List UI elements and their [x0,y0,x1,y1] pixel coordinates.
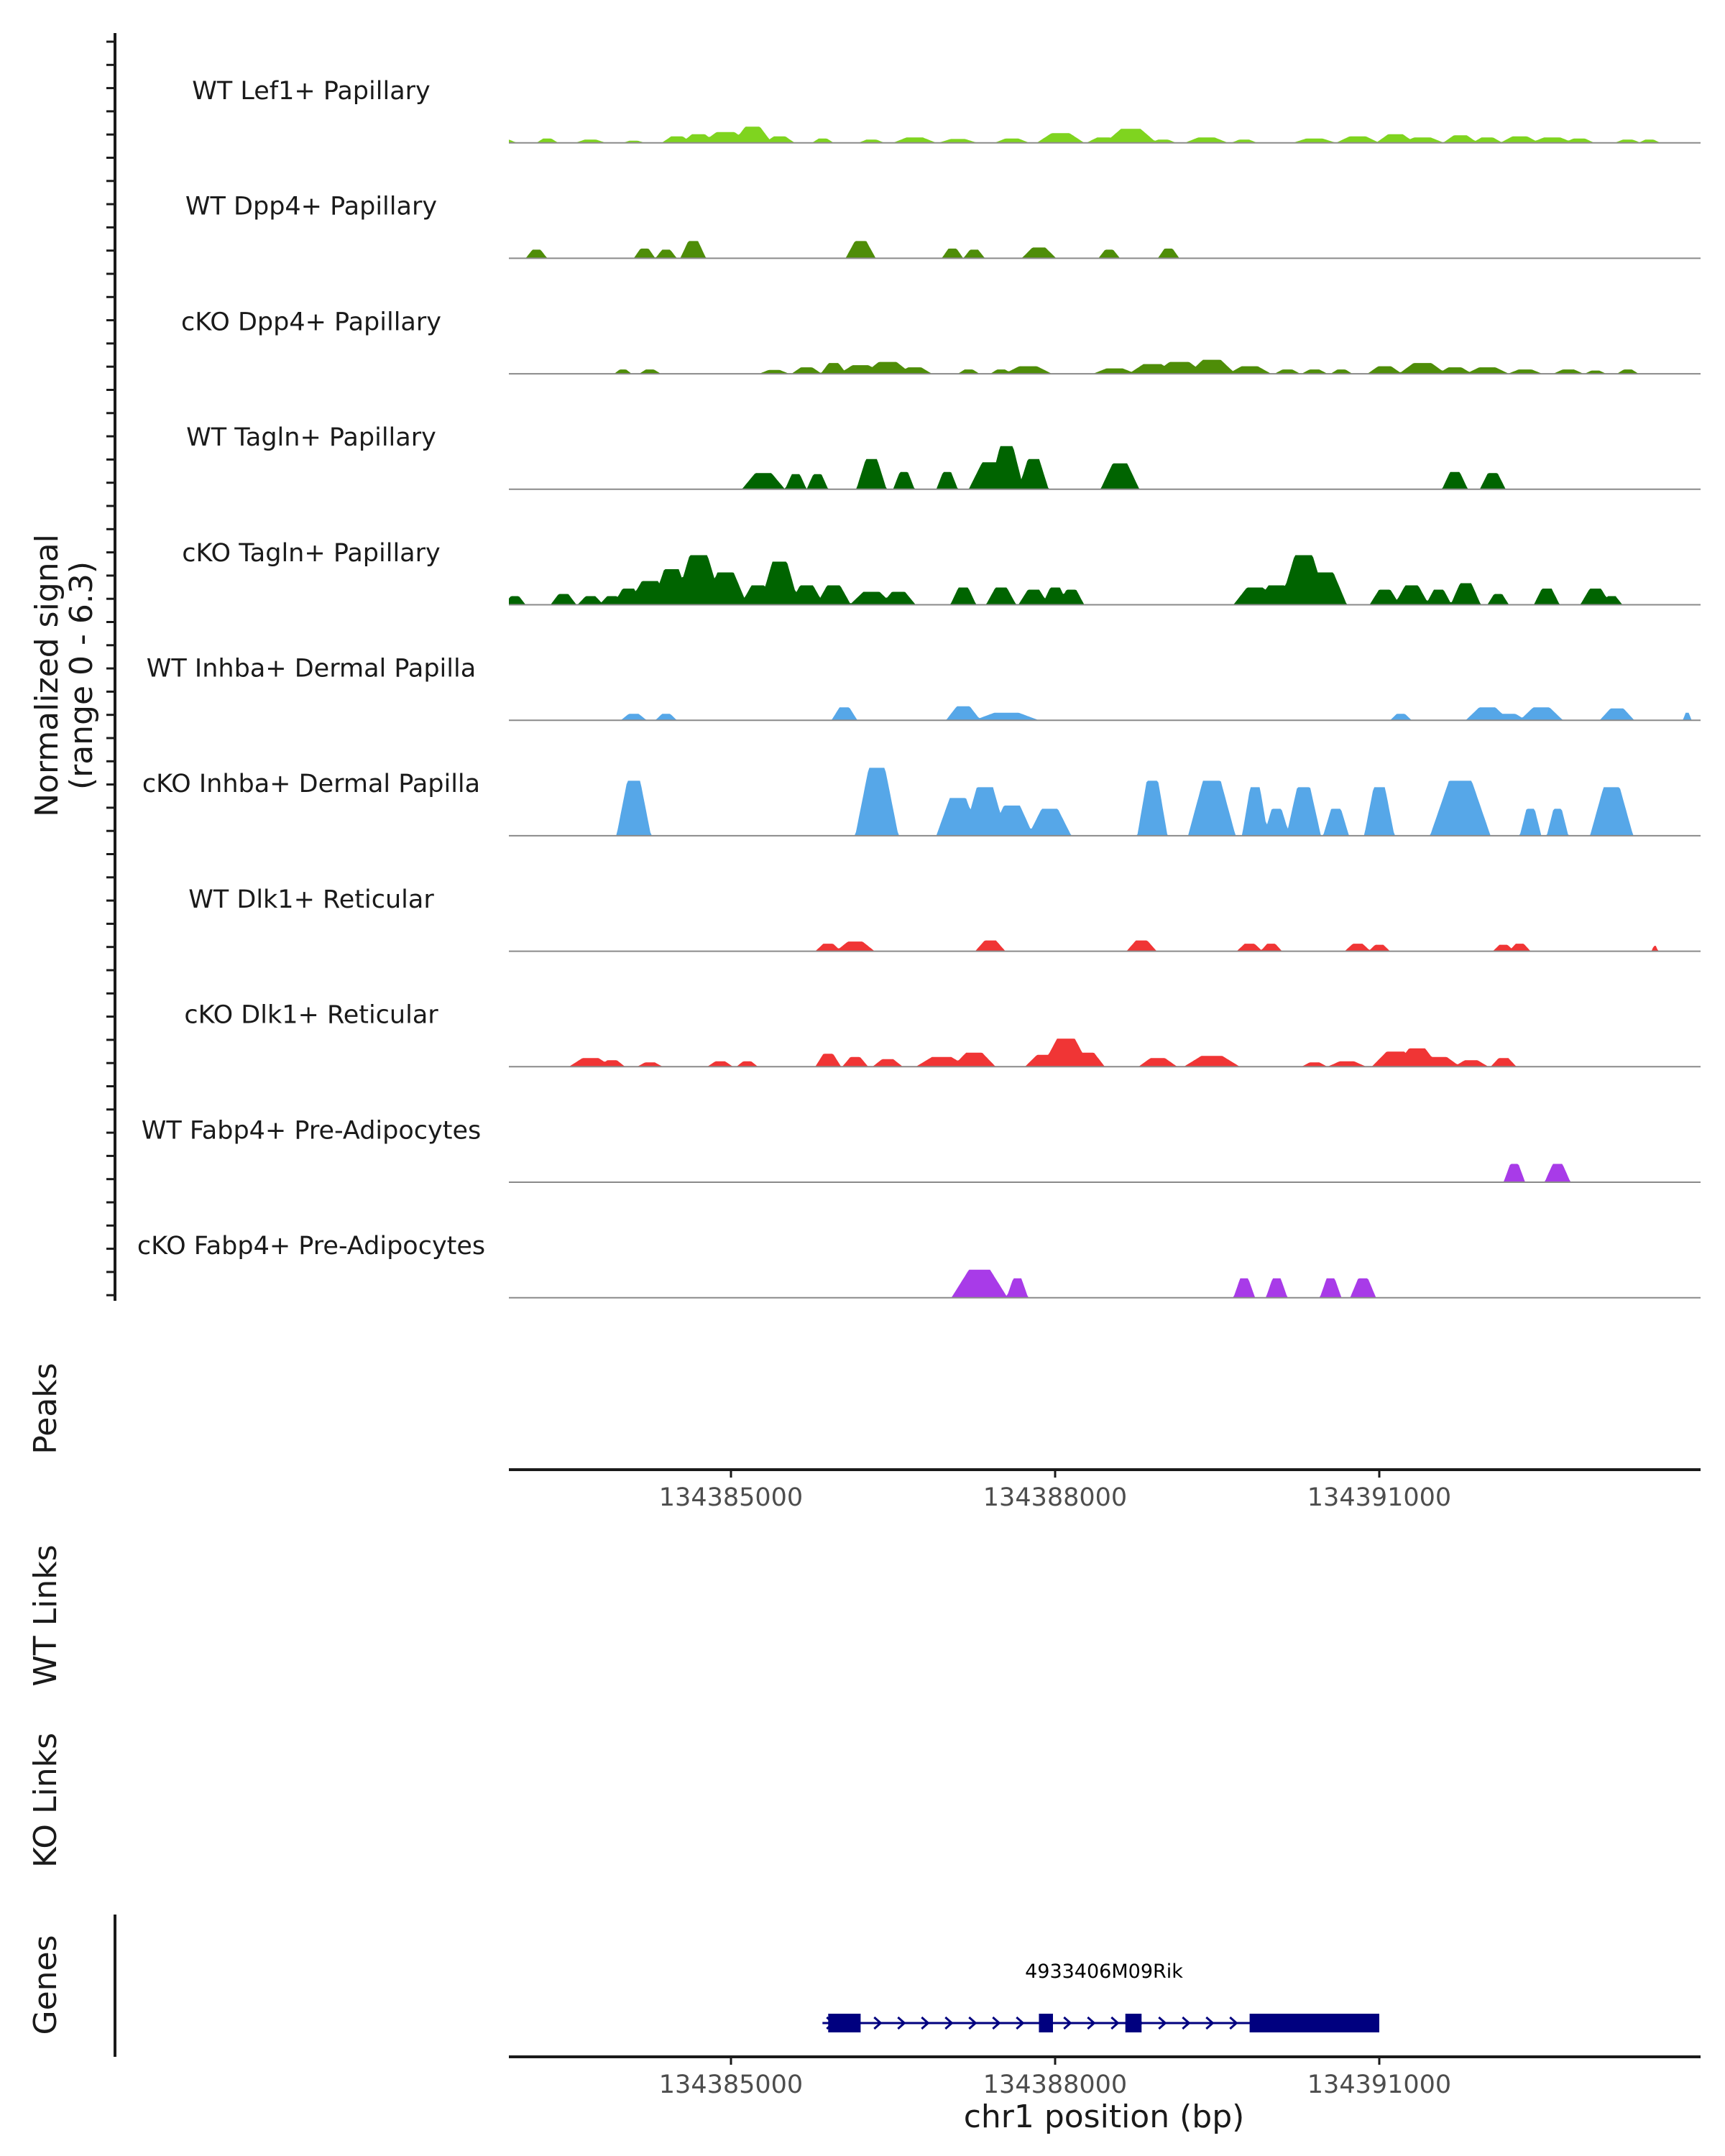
strand-arrow-8 [1016,2016,1025,2030]
genes-tick-label-0: 134385000 [659,2070,803,2099]
strand-arrow-10 [1063,2016,1072,2030]
track-2: cKO Dpp4+ Papillary [181,308,1701,375]
peaks-x-axis: 134385000 134388000 134391000 [509,1468,1701,1512]
track-signal-7 [509,940,1701,952]
track-6: cKO Inhba+ Dermal Papilla [142,768,1701,837]
track-label-8: cKO Dlk1+ Reticular [184,1001,438,1030]
track-signal-8 [509,1038,1701,1067]
genes-section-label: Genes [27,1935,64,2035]
track-7: WT Dlk1+ Reticular [188,885,1701,952]
peaks-tick-label-2: 134391000 [1307,1483,1451,1512]
gene-exon-3 [1249,2014,1379,2032]
peaks-tick-label-1: 134388000 [983,1483,1127,1512]
x-axis-title: chr1 position (bp) [964,2099,1245,2135]
strand-arrow-16 [1205,2016,1215,2030]
track-label-1: WT Dpp4+ Papillary [185,193,437,221]
track-label-7: WT Dlk1+ Reticular [188,885,434,914]
track-label-4: cKO Tagln+ Papillary [182,539,441,568]
track-10: cKO Fabp4+ Pre-Adipocytes [137,1232,1701,1299]
genes-tick-label-1: 134388000 [983,2070,1127,2099]
track-8: cKO Dlk1+ Reticular [184,1001,1701,1068]
coverage-tracks: WT Lef1+ Papillary WT Dpp4+ Papillary cKO … [137,77,1701,1299]
y-axis-title: Normalized signal [29,534,65,817]
track-signal-10 [509,1269,1701,1298]
genes-tick-label-2: 134391000 [1307,2070,1451,2099]
wt-links-section-label: WT Links [27,1544,64,1686]
track-0: WT Lef1+ Papillary [192,77,1701,144]
strand-arrow-14 [1158,2016,1167,2030]
track-9: WT Fabp4+ Pre-Adipocytes [142,1116,1701,1183]
track-signal-5 [509,706,1701,721]
strand-arrow-2 [873,2016,883,2030]
track-3: WT Tagln+ Papillary [186,423,1701,490]
strand-arrow-15 [1182,2016,1191,2030]
track-5: WT Inhba+ Dermal Papilla [147,655,1701,722]
strand-arrow-7 [992,2016,1001,2030]
track-label-10: cKO Fabp4+ Pre-Adipocytes [137,1232,485,1261]
track-label-9: WT Fabp4+ Pre-Adipocytes [142,1116,481,1145]
track-signal-6 [509,768,1701,836]
gene-exon-2 [1125,2014,1142,2032]
track-signal-3 [509,446,1701,489]
track-signal-0 [509,126,1701,143]
peaks-tick-label-0: 134385000 [659,1483,803,1512]
track-label-0: WT Lef1+ Papillary [192,77,431,106]
ko-links-section-label: KO Links [27,1733,64,1868]
track-signal-9 [509,1164,1701,1182]
track-signal-1 [509,241,1701,259]
coverage-y-ticks [106,40,115,1296]
strand-arrow-3 [897,2016,906,2030]
track-signal-4 [509,555,1701,605]
track-label-3: WT Tagln+ Papillary [186,423,436,452]
track-signal-2 [509,359,1701,374]
strand-arrow-6 [968,2016,978,2030]
strand-arrow-11 [1087,2016,1096,2030]
genes-x-axis: 134385000 134388000 134391000 [509,2055,1701,2099]
track-label-2: cKO Dpp4+ Papillary [181,308,441,336]
gene-exon-1 [1039,2014,1053,2032]
strand-arrow-5 [944,2016,954,2030]
track-1: WT Dpp4+ Papillary [185,193,1701,259]
track-label-6: cKO Inhba+ Dermal Papilla [142,770,480,798]
y-axis-range-label: (range 0 - 6.3) [63,561,100,790]
gene-exon-0 [828,2014,861,2032]
strand-arrow-12 [1110,2016,1120,2030]
track-4: cKO Tagln+ Papillary [182,539,1701,606]
peaks-section-label: Peaks [27,1363,64,1454]
strand-arrow-17 [1229,2016,1238,2030]
track-label-5: WT Inhba+ Dermal Papilla [147,655,476,683]
strand-arrow-4 [921,2016,930,2030]
gene-name-label: 4933406M09Rik [1025,1961,1183,1983]
gene-track: 4933406M09Rik [822,1961,1379,2032]
